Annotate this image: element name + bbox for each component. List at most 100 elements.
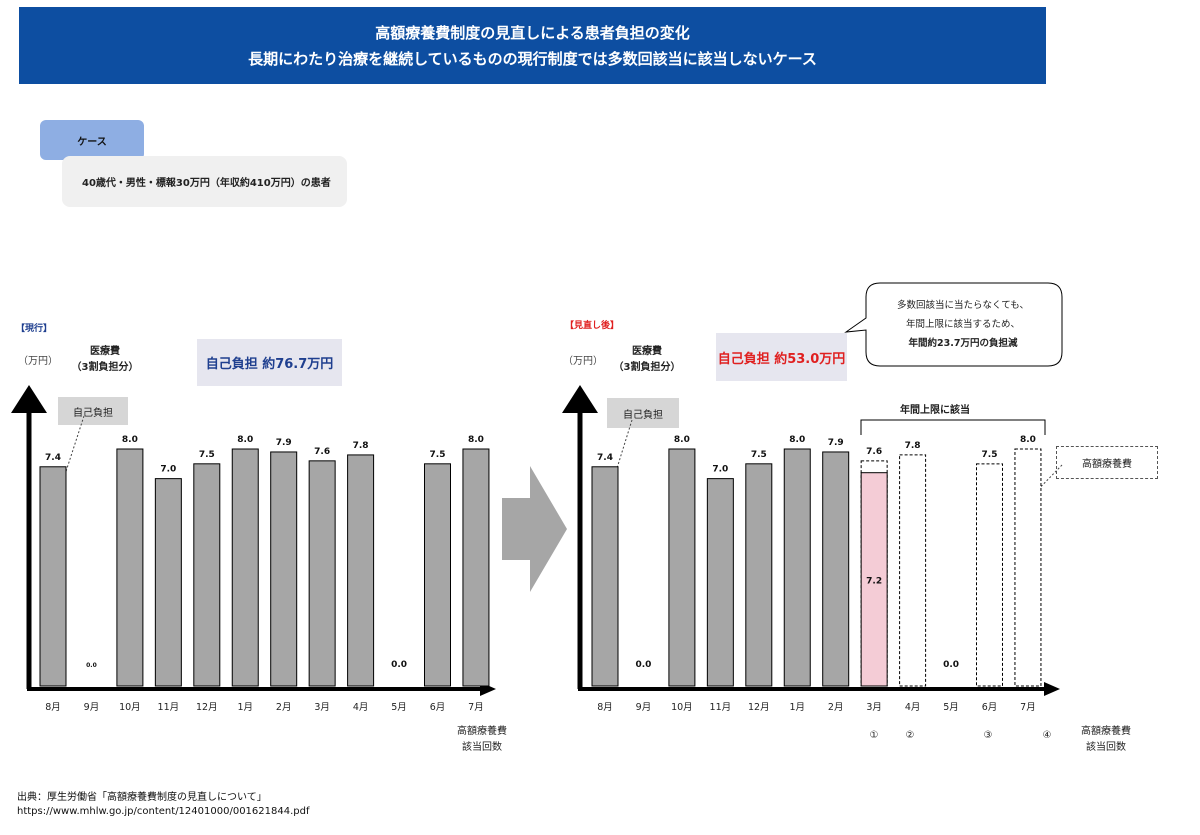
category-label-1月: 1月 xyxy=(789,702,805,713)
value-label-7月: 8.0 xyxy=(468,435,484,445)
category-label-2月: 2月 xyxy=(828,702,844,713)
bar-12月 xyxy=(745,463,773,687)
value-label-6月: 7.5 xyxy=(430,450,446,460)
category-label-8月: 8月 xyxy=(597,702,613,713)
category-label-9月: 9月 xyxy=(636,702,652,713)
revised-panel-label: 【見直し後】 xyxy=(565,321,620,331)
category-label-11月: 11月 xyxy=(710,702,732,713)
current-self-pay-pointer xyxy=(58,415,85,494)
current-self-pay-tag: 自己負担 xyxy=(58,397,128,425)
value-label-11月: 7.0 xyxy=(160,465,176,475)
value-label-9月: 0.0 xyxy=(86,662,97,669)
source-note: 出典：厚生労働省「高額療養費制度の見直しについて」 xyxy=(17,792,267,803)
revised-self-pay-pointer xyxy=(607,419,633,498)
bar-8月 xyxy=(591,466,619,687)
current-y-axis xyxy=(11,385,47,689)
value-label-11月: 7.0 xyxy=(712,465,728,475)
category-label-11月: 11月 xyxy=(158,702,180,713)
value-label-9月: 0.0 xyxy=(635,660,651,670)
value-label-12月: 7.5 xyxy=(199,450,215,460)
bar-1月 xyxy=(783,448,811,687)
bar-12月 xyxy=(193,463,221,687)
category-label-3月: 3月 xyxy=(866,702,882,713)
revised-bars: 7.4 8月 0.0 9月 8.0 10月 7.0 11月 7.5 12月 8.0 1月 7.9 2月 7.… xyxy=(591,435,1042,713)
bar-6月 xyxy=(424,463,451,687)
value-label-6月: 7.5 xyxy=(982,450,998,460)
category-label-7月: 7月 xyxy=(468,702,484,713)
bar-4月 xyxy=(899,454,927,687)
title-line-2: 長期にわたり治療を継続しているものの現行制度では多数回該当に該当しないケース xyxy=(248,49,817,68)
value-label-2月: 7.9 xyxy=(276,438,292,448)
category-label-12月: 12月 xyxy=(748,702,770,713)
case-tag: ケース xyxy=(40,120,144,160)
current-x-note-1: 高額療養費 xyxy=(457,726,507,737)
value-label-1月: 8.0 xyxy=(789,435,805,445)
count-marker-3: ③ xyxy=(983,730,993,741)
category-label-7月: 7月 xyxy=(1020,702,1036,713)
category-label-6月: 6月 xyxy=(982,702,998,713)
current-panel-label: 【現行】 xyxy=(16,324,53,334)
value-label-2月: 7.9 xyxy=(828,438,844,448)
value-label-3月: 7.6 xyxy=(314,447,330,457)
bar-1月 xyxy=(231,448,259,687)
bar-2月 xyxy=(270,451,298,687)
bar-self-pay-3月 xyxy=(860,472,888,687)
value-label-5月: 0.0 xyxy=(391,660,407,670)
value-label-8月: 7.4 xyxy=(597,453,613,463)
count-marker-2: ② xyxy=(905,730,915,741)
explanation-bubble xyxy=(844,282,1063,367)
bubble-line-3: 年間約23.7万円の負担減 xyxy=(908,338,1018,349)
bar-2月 xyxy=(822,451,850,687)
category-label-12月: 12月 xyxy=(196,702,218,713)
revised-x-axis xyxy=(578,682,1060,696)
revised-medical-label-2: （3割負担分） xyxy=(613,362,681,373)
bubble-line-1: 多数回該当に当たらなくても、 xyxy=(897,300,1029,311)
bar-8月 xyxy=(39,466,67,687)
revised-x-note-2: 該当回数 xyxy=(1086,742,1126,753)
annual-cap-label: 年間上限に該当 xyxy=(900,405,970,416)
value-label-10月: 8.0 xyxy=(674,435,690,445)
source-url: https://www.mhlw.go.jp/content/12401000/… xyxy=(17,806,310,817)
explanation-bubble-text: 多数回該当に当たらなくても、 年間上限に該当するため、 年間約23.7万円の負担… xyxy=(868,296,1058,353)
revised-medical-label: 医療費 （3割負担分） xyxy=(612,344,682,376)
current-medical-label-1: 医療費 xyxy=(90,346,120,357)
bar-10月 xyxy=(668,448,696,687)
value-label-4月: 7.8 xyxy=(353,441,369,451)
category-label-8月: 8月 xyxy=(45,702,61,713)
category-label-5月: 5月 xyxy=(391,702,407,713)
category-label-4月: 4月 xyxy=(353,702,369,713)
bar-3月 xyxy=(308,460,336,687)
current-bars: 7.4 8月 0.0 9月 8.0 10月 7.0 11月 7.5 12月 8.0 1月 7.9 2月 7.… xyxy=(39,435,490,713)
value-label-5月: 0.0 xyxy=(943,660,959,670)
self-pay-value-label: 7.2 xyxy=(866,576,882,586)
category-label-6月: 6月 xyxy=(430,702,446,713)
value-label-12月: 7.5 xyxy=(751,450,767,460)
value-label-1月: 8.0 xyxy=(237,435,253,445)
current-medical-label-2: （3割負担分） xyxy=(71,362,139,373)
bar-10月 xyxy=(116,448,144,687)
count-marker-4: ④ xyxy=(1042,730,1052,741)
bar-7月 xyxy=(462,448,490,687)
current-total-box: 自己負担 約76.7万円 xyxy=(197,339,342,386)
revised-unit-label: （万円） xyxy=(563,356,603,367)
revised-y-axis xyxy=(562,385,598,689)
high-cost-benefit-tag: 高額療養費 xyxy=(1056,446,1158,479)
value-label-7月: 8.0 xyxy=(1020,435,1036,445)
current-x-note-2: 該当回数 xyxy=(462,742,502,753)
category-label-1月: 1月 xyxy=(237,702,253,713)
value-label-4月: 7.8 xyxy=(905,441,921,451)
annual-cap-bracket xyxy=(860,419,1046,435)
revised-total-box: 自己負担 約53.0万円 xyxy=(716,333,847,381)
current-medical-label: 医療費 （3割負担分） xyxy=(70,344,140,376)
transition-arrow-icon xyxy=(502,466,567,592)
bar-11月 xyxy=(706,478,734,687)
category-label-2月: 2月 xyxy=(276,702,292,713)
case-description: 40歳代・男性・標報30万円（年収約410万円）の患者 xyxy=(62,156,347,207)
title-banner: 高額療養費制度の見直しによる患者負担の変化 長期にわたり治療を継続しているものの… xyxy=(19,7,1046,84)
revised-medical-label-1: 医療費 xyxy=(632,346,662,357)
category-label-3月: 3月 xyxy=(314,702,330,713)
revised-x-note: 高額療養費 該当回数 xyxy=(1076,724,1136,756)
value-label-10月: 8.0 xyxy=(122,435,138,445)
bar-7月 xyxy=(1014,448,1042,687)
